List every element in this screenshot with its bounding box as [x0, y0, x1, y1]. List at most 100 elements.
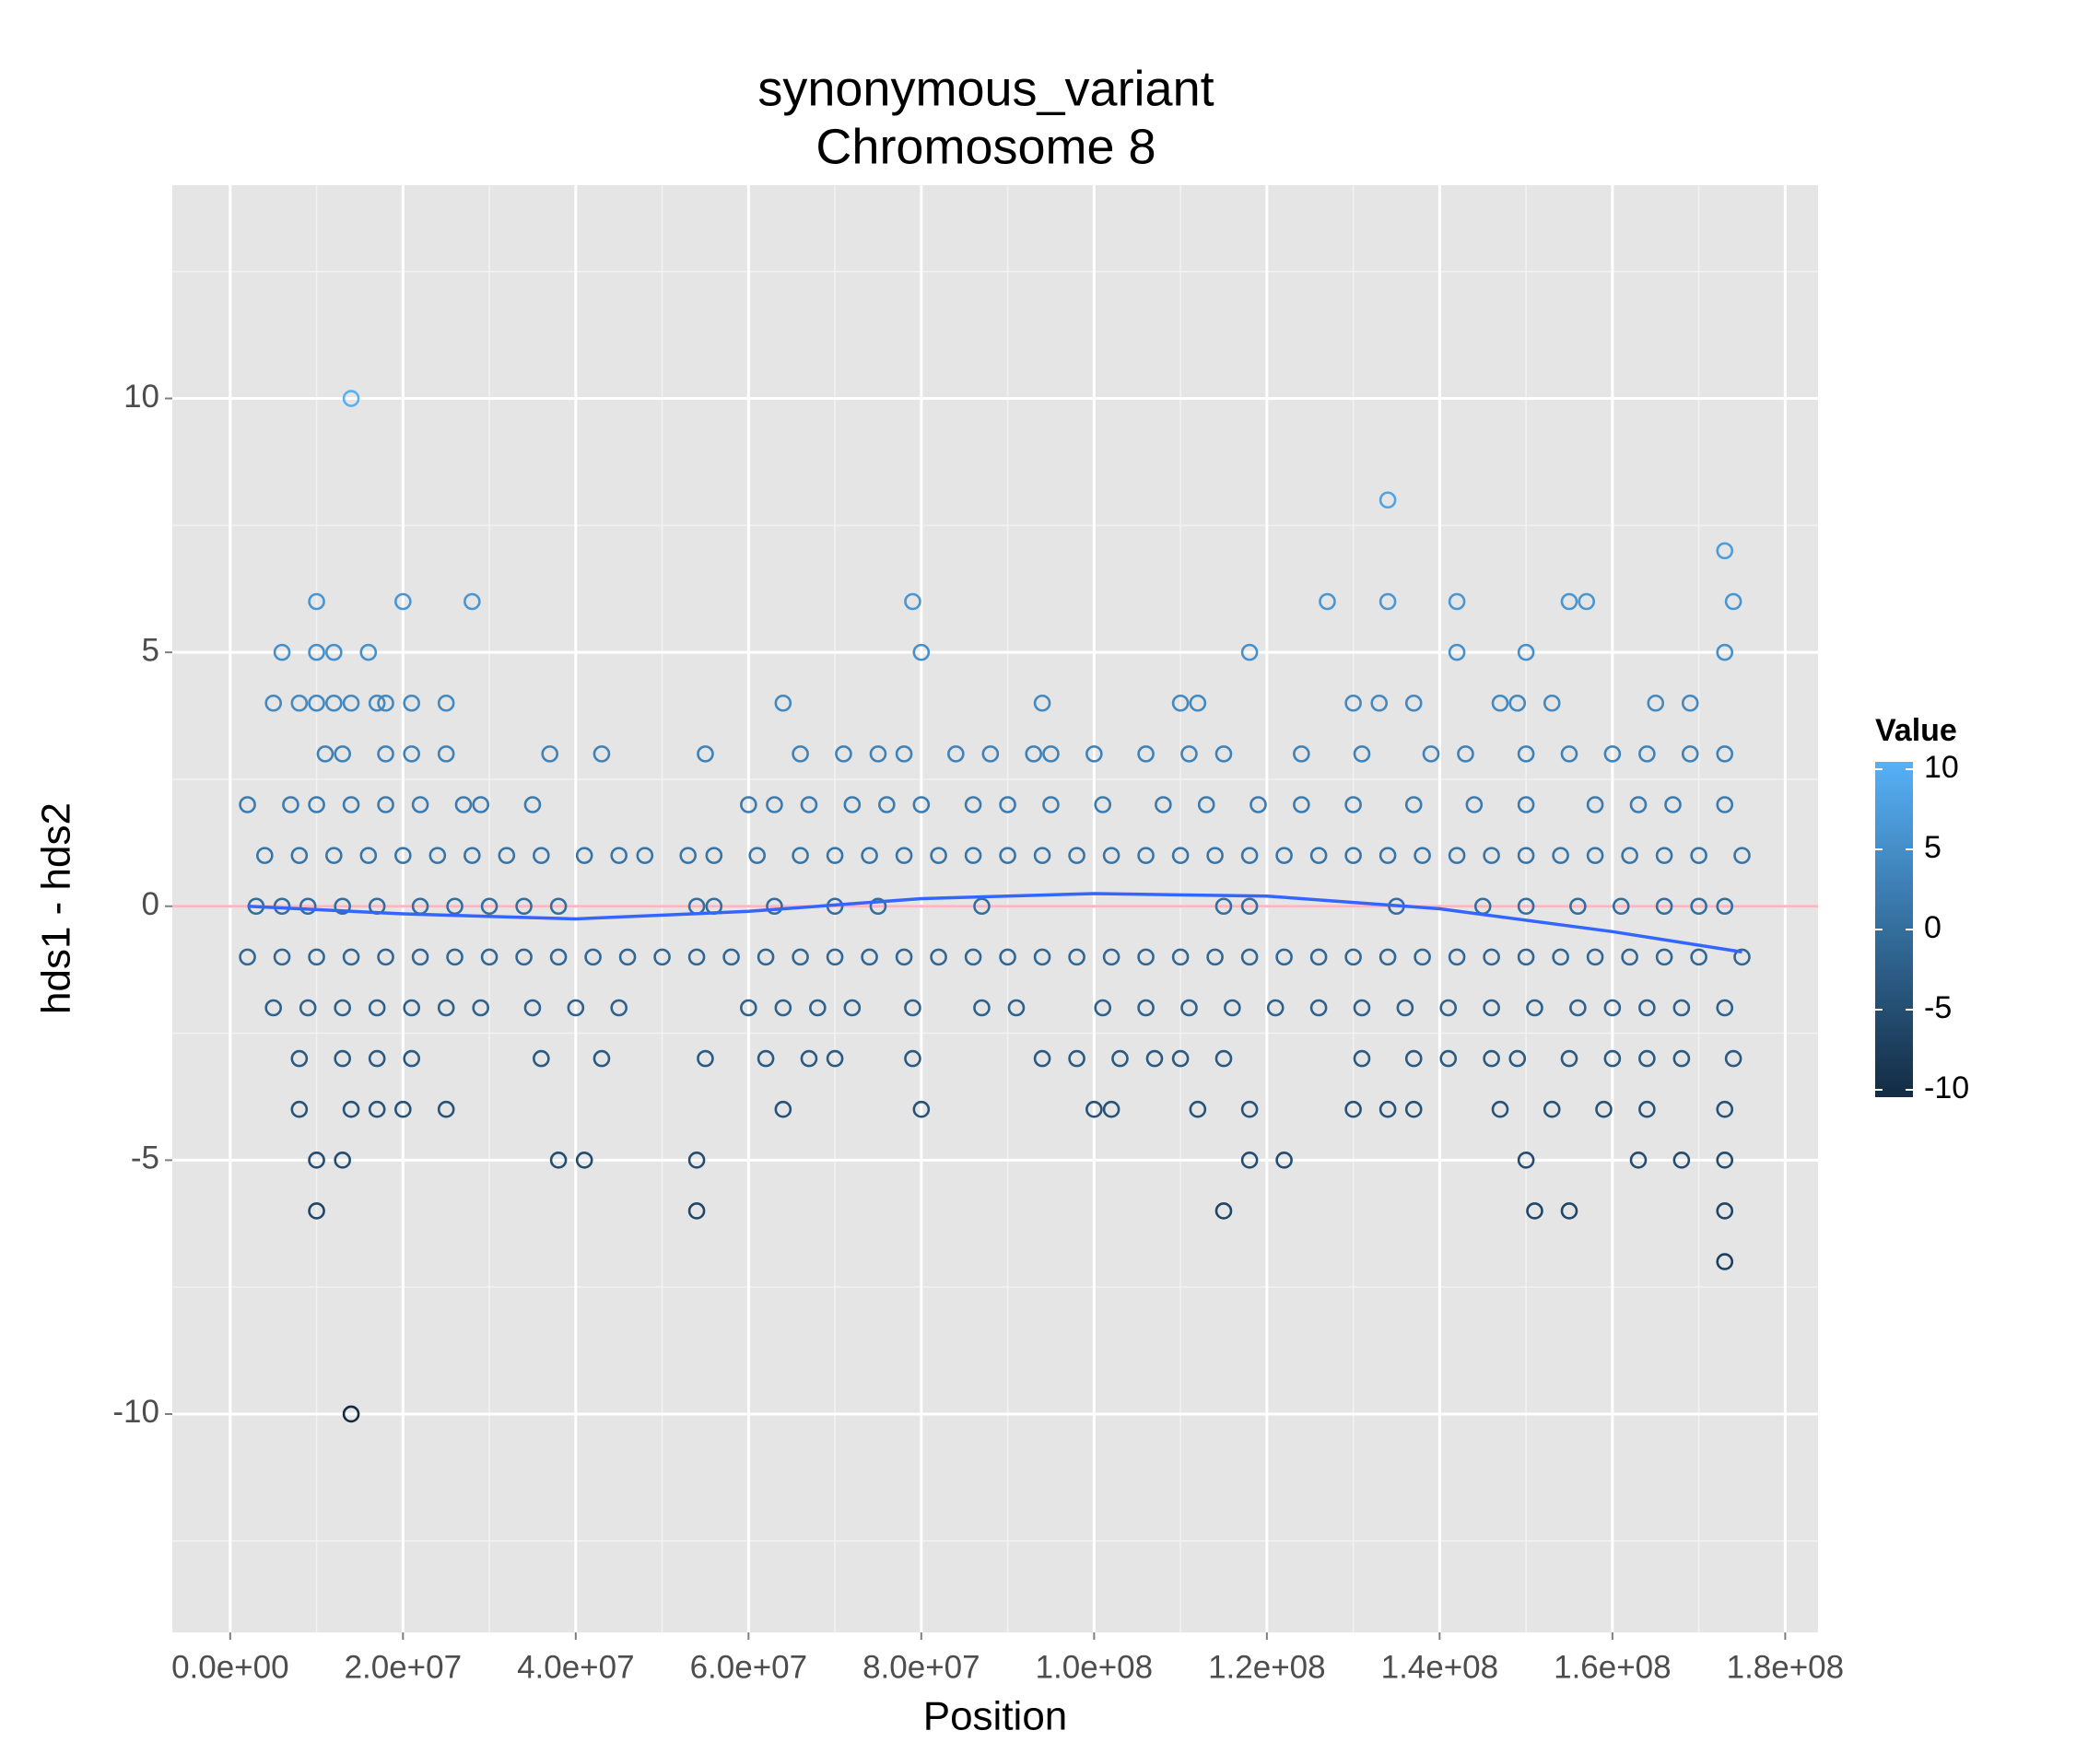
data-point: [1137, 948, 1155, 966]
data-point: [1621, 847, 1638, 864]
data-point: [342, 390, 360, 407]
data-point: [1483, 999, 1500, 1017]
data-point: [757, 948, 775, 966]
data-point: [290, 1100, 309, 1118]
data-point: [1716, 1100, 1734, 1118]
data-point: [878, 796, 896, 813]
data-point: [1309, 847, 1328, 864]
data-point: [835, 745, 852, 763]
legend-tick-label: 0: [1924, 910, 1942, 945]
data-point: [515, 897, 533, 916]
data-point: [973, 897, 991, 916]
legend-tick-label: 10: [1924, 750, 1959, 785]
data-point: [541, 745, 559, 763]
data-point: [334, 745, 351, 763]
data-point: [1716, 999, 1734, 1017]
data-point: [1716, 542, 1734, 560]
data-point: [549, 948, 568, 966]
data-point: [1189, 694, 1207, 712]
data-point: [334, 897, 351, 916]
data-point: [411, 796, 429, 813]
data-point: [1629, 1152, 1648, 1169]
data-point: [1344, 948, 1362, 966]
data-point: [1378, 948, 1397, 966]
data-point: [533, 1049, 550, 1068]
data-point: [930, 847, 947, 864]
data-point: [359, 643, 378, 661]
data-point: [748, 847, 767, 864]
x-tick-label: 1.6e+08: [1554, 1649, 1672, 1685]
data-point: [411, 948, 429, 966]
data-point: [1240, 948, 1259, 966]
data-point: [1448, 592, 1466, 611]
data-point: [368, 694, 386, 712]
data-point: [1655, 847, 1673, 864]
data-point: [895, 745, 913, 763]
data-point: [1033, 847, 1051, 864]
data-point: [1681, 745, 1699, 763]
data-point: [740, 999, 757, 1017]
data-point: [463, 847, 481, 864]
data-point: [239, 796, 256, 813]
data-point: [1155, 796, 1172, 813]
data-point: [325, 847, 343, 864]
data-point: [1404, 1100, 1423, 1118]
y-tick-label: 0: [142, 886, 159, 922]
data-point: [1068, 847, 1085, 864]
data-point: [895, 948, 913, 966]
data-point: [437, 694, 455, 712]
data-point: [1137, 847, 1155, 864]
data-point: [1517, 948, 1535, 966]
x-tick-label: 2.0e+07: [345, 1649, 463, 1685]
data-point: [1517, 847, 1535, 864]
data-point: [273, 643, 291, 661]
data-point: [800, 1049, 818, 1068]
data-point: [575, 847, 593, 864]
data-point: [1733, 948, 1751, 966]
data-point: [1655, 897, 1673, 916]
data-point: [1293, 796, 1310, 813]
data-point: [1526, 1202, 1543, 1220]
x-tick-label: 1.2e+08: [1208, 1649, 1326, 1685]
data-point: [774, 999, 792, 1017]
data-point: [687, 1202, 706, 1220]
data-point: [1647, 694, 1665, 712]
data-point: [1483, 847, 1500, 864]
legend-tick-label: -10: [1924, 1070, 1969, 1105]
data-point: [1102, 1100, 1120, 1118]
data-point: [523, 796, 542, 813]
y-tick-label: -10: [112, 1394, 159, 1430]
data-point: [1171, 847, 1190, 864]
data-point: [308, 1152, 325, 1169]
data-point: [861, 948, 878, 966]
data-point: [1491, 694, 1509, 712]
data-point: [809, 999, 827, 1017]
data-point: [1716, 1253, 1734, 1270]
data-point: [334, 999, 351, 1017]
data-point: [1483, 1049, 1500, 1068]
data-point: [523, 999, 542, 1017]
data-point: [1293, 745, 1310, 763]
data-point: [1404, 694, 1423, 712]
data-point: [1560, 1202, 1578, 1220]
data-point: [1448, 847, 1466, 864]
data-point: [826, 948, 844, 966]
data-point: [1483, 948, 1500, 966]
data-point: [774, 1100, 792, 1118]
data-point: [1042, 796, 1060, 813]
x-axis-label: Position: [923, 1694, 1068, 1739]
data-point: [342, 1405, 360, 1423]
data-point: [1344, 1100, 1362, 1118]
data-point: [610, 999, 628, 1017]
data-point: [1085, 745, 1103, 763]
data-point: [653, 948, 671, 966]
data-point: [895, 847, 913, 864]
data-point: [1681, 694, 1699, 712]
legend-title: Value: [1875, 713, 1957, 748]
data-point: [1214, 1049, 1233, 1068]
data-point: [437, 999, 455, 1017]
data-point: [273, 948, 291, 966]
data-point: [308, 592, 325, 611]
data-point: [394, 847, 412, 864]
data-point: [1716, 1202, 1734, 1220]
